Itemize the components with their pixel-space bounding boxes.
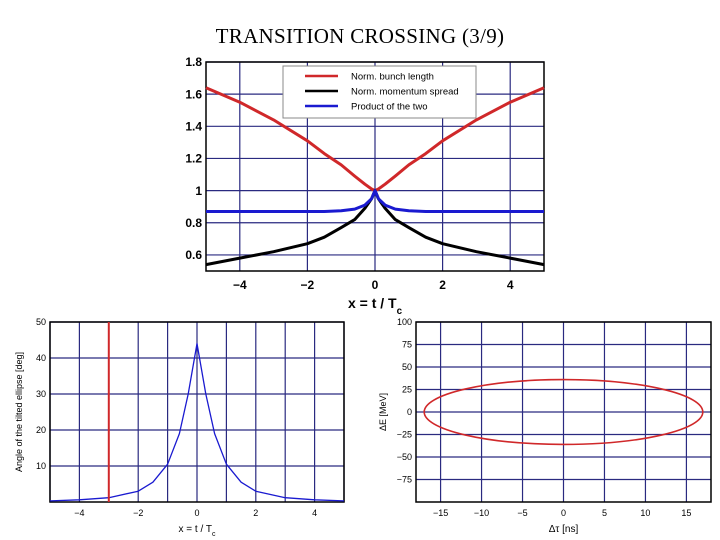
y-axis-label: ΔE [MeV] — [378, 393, 388, 431]
y-axis-label: Angle of the tilted ellipse [deg] — [14, 352, 24, 472]
y-tick-label: 100 — [397, 317, 412, 327]
y-tick-label: 1.8 — [185, 55, 202, 69]
series-line-2 — [206, 189, 544, 213]
y-tick-label: 50 — [36, 317, 46, 327]
x-tick-label: −4 — [74, 508, 84, 518]
x-tick-label: 10 — [640, 508, 650, 518]
plot-frame — [49, 321, 345, 503]
x-axis-label: Δτ [ns] — [549, 524, 579, 535]
slide-title: TRANSITION CROSSING (3/9) — [215, 24, 505, 48]
x-tick-label: 0 — [194, 508, 199, 518]
x-tick-label: 2 — [439, 278, 446, 292]
legend-label-1: Norm. momentum spread — [351, 87, 459, 98]
y-tick-label: 1.4 — [185, 120, 202, 134]
x-tick-label: 15 — [681, 508, 691, 518]
plot-frame — [205, 61, 545, 272]
legend-label-2: Product of the two — [351, 102, 428, 113]
x-tick-label: 2 — [253, 508, 258, 518]
y-tick-label: 1.2 — [185, 152, 202, 166]
phase-space-ellipse — [423, 378, 704, 446]
y-tick-label: 1 — [195, 184, 202, 198]
y-tick-label: 0.6 — [185, 248, 202, 262]
x-tick-label: 4 — [312, 508, 317, 518]
legend-label-0: Norm. bunch length — [351, 72, 434, 83]
x-tick-label: −5 — [517, 508, 527, 518]
series-line-0 — [49, 342, 345, 502]
y-tick-label: −25 — [397, 430, 412, 440]
y-tick-label: 10 — [36, 461, 46, 471]
x-tick-label: −10 — [474, 508, 489, 518]
y-tick-label: −50 — [397, 452, 412, 462]
x-tick-label: −4 — [233, 278, 247, 292]
x-tick-label: 0 — [372, 278, 379, 292]
x-axis-label: x = t / Tc — [179, 524, 216, 538]
x-tick-label: 4 — [507, 278, 514, 292]
y-tick-label: 40 — [36, 353, 46, 363]
y-tick-label: 0 — [407, 407, 412, 417]
x-tick-label: 0 — [561, 508, 566, 518]
x-tick-label: −2 — [133, 508, 143, 518]
x-tick-label: −2 — [301, 278, 315, 292]
x-tick-label: 5 — [602, 508, 607, 518]
y-tick-label: 75 — [402, 340, 412, 350]
plot-frame — [415, 321, 712, 503]
x-tick-label: −15 — [433, 508, 448, 518]
y-tick-label: 0.8 — [185, 216, 202, 230]
x-axis-label: x = t / Tc — [348, 295, 403, 317]
y-tick-label: 30 — [36, 389, 46, 399]
y-tick-label: 25 — [402, 385, 412, 395]
y-tick-label: 1.6 — [185, 87, 202, 101]
y-tick-label: 50 — [402, 362, 412, 372]
y-tick-label: 20 — [36, 425, 46, 435]
y-tick-label: −75 — [397, 475, 412, 485]
